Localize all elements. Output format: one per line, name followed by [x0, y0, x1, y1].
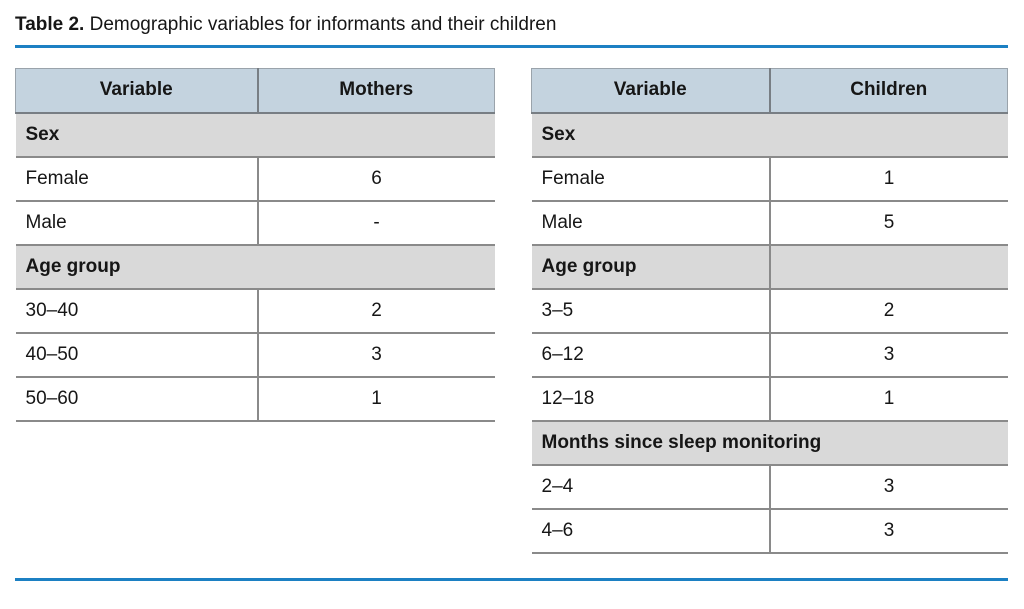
- row-label-4-6: 4–6: [531, 508, 771, 554]
- section-header-age-group: Age group: [531, 244, 771, 290]
- table-row: 40–50 3: [15, 332, 495, 378]
- section-header-age-group: Age group: [15, 244, 495, 290]
- row-value-2-4: 3: [769, 464, 1008, 510]
- column-header-mothers: Mothers: [256, 68, 495, 114]
- row-value-12-18: 1: [769, 376, 1008, 422]
- table-row: 2–4 3: [531, 464, 1008, 510]
- table-caption-text: Demographic variables for informants and…: [89, 14, 557, 35]
- section-row-age-group: Age group: [531, 244, 1008, 290]
- table-row: Female 6: [15, 156, 495, 202]
- table-row: 3–5 2: [531, 288, 1008, 334]
- table-row: 12–18 1: [531, 376, 1008, 422]
- section-header-sex: Sex: [15, 112, 495, 158]
- table-row: Female 1: [531, 156, 1008, 202]
- row-value-4-6: 3: [769, 508, 1008, 554]
- row-label-40-50: 40–50: [15, 332, 259, 378]
- row-label-30-40: 30–40: [15, 288, 259, 334]
- section-row-sex: Sex: [531, 112, 1008, 158]
- row-label-3-5: 3–5: [531, 288, 771, 334]
- row-label-50-60: 50–60: [15, 376, 259, 422]
- children-header-row: Variable Children: [531, 68, 1008, 114]
- mothers-table: Variable Mothers Sex Female 6 Male - Age…: [15, 68, 495, 422]
- section-row-age-group: Age group: [15, 244, 495, 290]
- table-caption-label: Table 2.: [15, 14, 85, 35]
- table-caption: Table 2. Demographic variables for infor…: [15, 13, 556, 37]
- row-label-12-18: 12–18: [531, 376, 771, 422]
- table-row: Male 5: [531, 200, 1008, 246]
- section-header-months-since-sleep-monitoring: Months since sleep monitoring: [531, 420, 1008, 466]
- row-value-3-5: 2: [769, 288, 1008, 334]
- section-row-sex: Sex: [15, 112, 495, 158]
- column-header-variable: Variable: [15, 68, 258, 114]
- bottom-rule: [15, 578, 1008, 581]
- table-row: 50–60 1: [15, 376, 495, 422]
- row-label-female: Female: [15, 156, 259, 202]
- column-header-children: Children: [768, 68, 1008, 114]
- row-value-male: 5: [769, 200, 1008, 246]
- table-row: 4–6 3: [531, 508, 1008, 554]
- row-label-female: Female: [531, 156, 771, 202]
- row-value-6-12: 3: [769, 332, 1008, 378]
- row-value-30-40: 2: [257, 288, 495, 334]
- section-row-months-since-sleep-monitoring: Months since sleep monitoring: [531, 420, 1008, 466]
- children-table: Variable Children Sex Female 1 Male 5 Ag…: [531, 68, 1008, 554]
- column-header-variable: Variable: [531, 68, 770, 114]
- row-label-6-12: 6–12: [531, 332, 771, 378]
- row-label-2-4: 2–4: [531, 464, 771, 510]
- row-value-female: 1: [769, 156, 1008, 202]
- mothers-header-row: Variable Mothers: [15, 68, 495, 114]
- top-rule: [15, 45, 1008, 48]
- row-value-40-50: 3: [257, 332, 495, 378]
- section-header-sex: Sex: [531, 112, 1008, 158]
- row-label-male: Male: [531, 200, 771, 246]
- table-row: 6–12 3: [531, 332, 1008, 378]
- row-value-male: -: [257, 200, 495, 246]
- row-value-50-60: 1: [257, 376, 495, 422]
- table-row: Male -: [15, 200, 495, 246]
- row-value-female: 6: [257, 156, 495, 202]
- table-row: 30–40 2: [15, 288, 495, 334]
- row-label-male: Male: [15, 200, 259, 246]
- section-header-age-group-empty-cell: [769, 244, 1008, 290]
